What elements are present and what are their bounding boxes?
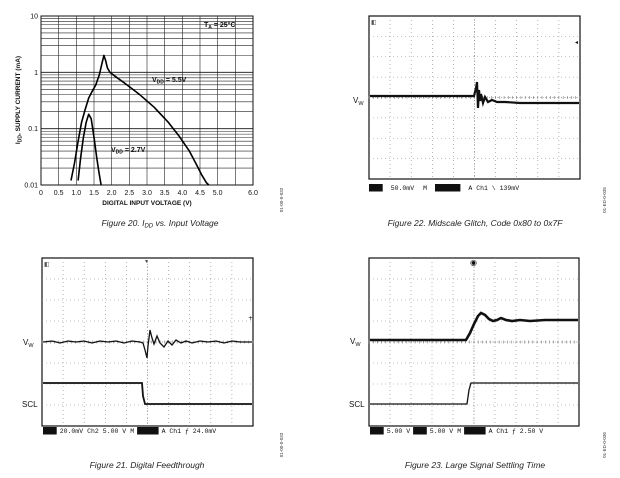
fig20-series-line-2 xyxy=(77,113,102,186)
fig23-status-item: M xyxy=(457,428,461,435)
fig21-status-item: A Ch1 ƒ 24.0mV xyxy=(162,428,217,435)
fig23-status-item: 5.00 V xyxy=(387,428,411,435)
fig23-trigger-marker-icon: ◉ xyxy=(470,258,477,267)
fig23-vw-trace xyxy=(370,311,578,342)
fig22-status-bar: Ch1 50.0mV M 1.00μs A Ch1 \ 139mV xyxy=(369,184,519,192)
fig23-status-box xyxy=(413,427,427,435)
fig22-status-box xyxy=(435,184,461,192)
fig23-grid xyxy=(368,258,580,426)
fig20-vdd-5v5-label: VDD = 5.5V xyxy=(152,77,187,86)
fig22-vw-trace xyxy=(370,81,579,109)
fig21-scope: ◧ ▾ + VW SCL Ch1 20.0mV Ch2 5.00 V M 100ns A C… xyxy=(22,257,284,470)
fig20-x-tick-label: 4.0 xyxy=(177,190,187,197)
fig23-side-code: 01-ED-0-036 xyxy=(602,432,607,458)
fig23-caption: Figure 23. Large Signal Settling Time xyxy=(405,460,546,470)
fig22-caption: Figure 22. Midscale Glitch, Code 0x80 to… xyxy=(388,218,564,228)
fig21-status-item: Ch2 xyxy=(87,428,99,435)
fig22-status-item: A Ch1 \ 139mV xyxy=(468,185,519,192)
fig23-status-box xyxy=(370,427,384,435)
fig21-trigger-position-icon: ▾ xyxy=(145,258,148,265)
fig20-x-tick-label: 1.5 xyxy=(89,190,99,197)
fig23-status-item: A Ch1 ƒ 2.50 V xyxy=(489,428,544,435)
fig20-y-tick-label: 0.01 xyxy=(24,183,38,190)
fig21-status-bar: Ch1 20.0mV Ch2 5.00 V M 100ns A Ch1 ƒ 24.0mV xyxy=(43,427,216,435)
fig21-scl-trace xyxy=(43,382,252,405)
fig23-status-item: Ch2 xyxy=(414,428,426,435)
fig20-x-tick-label: 3.5 xyxy=(160,190,170,197)
fig21-status-item: Ch1 xyxy=(44,428,56,435)
fig20-vdd-2v7-label: VDD = 2.7V xyxy=(111,147,146,156)
fig20-x-axis-label: DIGITAL INPUT VOLTAGE (V) xyxy=(102,200,191,207)
fig21-trigger-marker-icon: ◧ xyxy=(44,261,50,268)
fig20-grid xyxy=(41,16,253,185)
fig22-side-code: 01-ED-0-035 xyxy=(602,187,607,213)
fig23-vw-label: VW xyxy=(350,337,361,348)
fig20-y-tick-label: 0.1 xyxy=(28,126,38,133)
fig23-scope: ◉ VW SCL Ch1 5.00 V Ch2 5.00 V M 100ns A Ch1 ƒ… xyxy=(349,257,607,470)
fig22-vw-label: VW xyxy=(353,96,364,107)
fig20-x-tick-label: 0 xyxy=(39,190,43,197)
fig21-vw-trace xyxy=(42,329,252,359)
fig22-status-item: M xyxy=(423,185,427,192)
fig20-temperature-label: TA = 25°C xyxy=(204,21,236,31)
fig20-chart: 0 0.5 1.0 1.5 2.0 2.5 3.0 3.5 4.0 4.5 5.0 6.0 10 1 0.… xyxy=(15,14,284,230)
fig21-caption: Figure 21. Digital Feedthrough xyxy=(90,460,205,470)
fig20-x-ticks: 0 0.5 1.0 1.5 2.0 2.5 3.0 3.5 4.0 4.5 5.0 6.0 xyxy=(39,190,258,197)
fig23-scl-trace xyxy=(370,382,578,405)
fig20-y-tick-label: 10 xyxy=(30,14,38,21)
fig20-x-tick-label: 2.5 xyxy=(124,190,134,197)
fig20-x-tick-label: 5.0 xyxy=(213,190,223,197)
fig20-x-tick-label: 6.0 xyxy=(248,190,258,197)
fig20-x-tick-label: 0.5 xyxy=(54,190,64,197)
fig20-series-line-1 xyxy=(70,54,210,186)
fig22-trigger-marker-icon: ◧ xyxy=(371,19,377,26)
fig22-status-item: 50.0mV xyxy=(391,185,415,192)
fig21-status-item: M xyxy=(130,428,134,435)
fig20-x-tick-label: 2.0 xyxy=(107,190,117,197)
fig23-status-box xyxy=(464,427,486,435)
fig20-series xyxy=(70,54,210,186)
fig20-y-tick-label: 1 xyxy=(34,70,38,77)
fig22-status-item: 1.00μs xyxy=(436,185,460,192)
fig20-x-tick-label: 1.0 xyxy=(71,190,81,197)
fig20-x-tick-label: 3.0 xyxy=(142,190,152,197)
fig23-status-bar: Ch1 5.00 V Ch2 5.00 V M 100ns A Ch1 ƒ 2.50 V xyxy=(370,427,543,435)
fig22-scope: ◧ ◂ VW Ch1 50.0mV M 1.00μs A Ch1 \ 139mV Fig… xyxy=(353,15,607,228)
fig20-caption: Figure 20. IDD vs. Input Voltage xyxy=(101,218,218,230)
fig21-side-code: 01-00-0-033 xyxy=(279,432,284,457)
fig20-side-code: 01-00-0-032 xyxy=(279,187,284,212)
fig23-status-item: Ch1 xyxy=(371,428,383,435)
fig21-level-marker-icon: + xyxy=(248,315,253,322)
fig23-status-item: 5.00 V xyxy=(430,428,454,435)
fig21-scl-label: SCL xyxy=(22,400,38,409)
fig21-status-item: 20.0mV xyxy=(60,428,84,435)
fig23-status-item: 100ns xyxy=(465,428,485,435)
fig20-y-ticks: 10 1 0.1 0.01 xyxy=(24,14,38,190)
fig22-status-item: Ch1 xyxy=(370,185,382,192)
fig22-status-box xyxy=(369,184,383,192)
fig22-level-marker-icon: ◂ xyxy=(575,39,578,46)
fig21-status-item: 5.00 V xyxy=(103,428,127,435)
fig23-scl-label: SCL xyxy=(349,400,365,409)
fig20-x-tick-label: 4.5 xyxy=(195,190,205,197)
fig20-y-axis-label: IDD, SUPPLY CURRENT (mA) xyxy=(15,56,24,144)
fig21-vw-label: VW xyxy=(23,338,34,349)
fig21-status-box xyxy=(43,427,57,435)
fig21-status-item: 100ns xyxy=(138,428,158,435)
fig21-status-box xyxy=(137,427,159,435)
